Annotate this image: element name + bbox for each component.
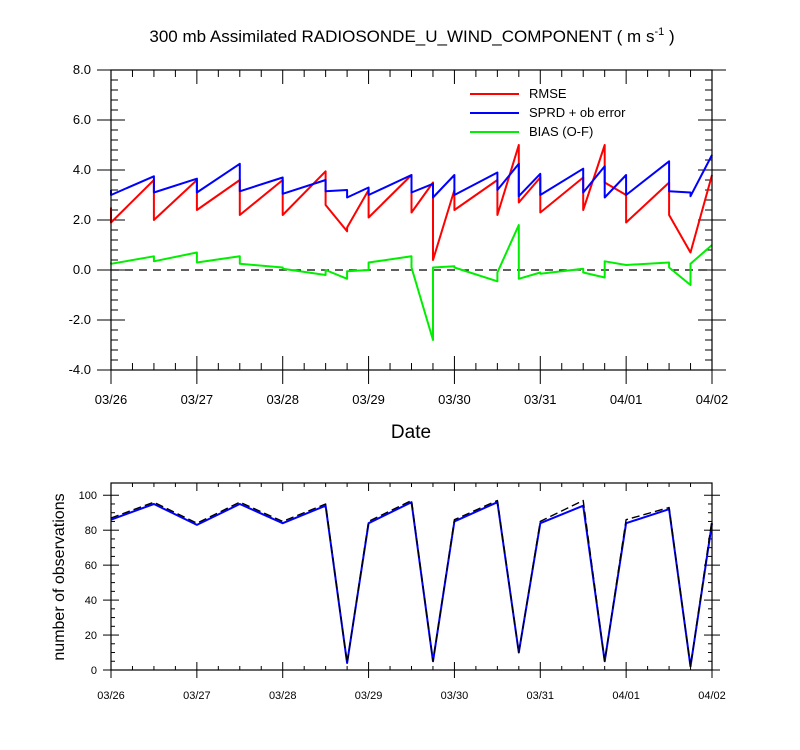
top-series-line-bias-o-f bbox=[110, 224, 713, 341]
top-x-tick-label: 03/31 bbox=[524, 392, 557, 407]
top-plot-frame bbox=[110, 69, 713, 371]
bottom-x-tick-label: 03/29 bbox=[355, 690, 383, 702]
top-y-tick-label: 8.0 bbox=[73, 62, 91, 77]
bottom-series-line-possible bbox=[110, 499, 713, 668]
top-series-line-rmse bbox=[110, 144, 713, 261]
top-x-tick-label: 03/26 bbox=[95, 392, 128, 407]
legend: RMSE SPRD + ob error BIAS (O-F) bbox=[470, 86, 626, 139]
bottom-y-tick-label: 40 bbox=[85, 595, 97, 607]
chart-title: 300 mb Assimilated RADIOSONDE_U_WIND_COM… bbox=[149, 26, 674, 46]
bottom-x-tick-label: 04/01 bbox=[612, 690, 640, 702]
chart-title-superscript: -1 bbox=[654, 26, 664, 38]
bottom-y-tick-label: 100 bbox=[79, 490, 97, 502]
top-x-tick-label: 03/30 bbox=[438, 392, 471, 407]
top-y-tick-label: 2.0 bbox=[73, 212, 91, 227]
bottom-y-tick-label: 0 bbox=[91, 665, 97, 677]
bottom-plot-frame bbox=[110, 482, 713, 671]
bottom-chart: 03/26 03/27 03/28 03/29 03/30 03/31 04/01 04/02… bbox=[51, 482, 726, 702]
top-y-tick-label: 4.0 bbox=[73, 162, 91, 177]
bottom-x-tick-label: 03/30 bbox=[441, 690, 469, 702]
chart-title-main: 300 mb Assimilated RADIOSONDE_U_WIND_COM… bbox=[149, 27, 654, 46]
top-x-tick-label: 03/29 bbox=[352, 392, 385, 407]
top-series-lines bbox=[110, 144, 713, 341]
bottom-x-tick-label: 03/26 bbox=[97, 690, 125, 702]
bottom-axes: 03/26 03/27 03/28 03/29 03/30 03/31 04/01 04/02… bbox=[79, 483, 726, 702]
bottom-series-lines bbox=[110, 499, 713, 668]
top-x-tick-label: 04/01 bbox=[610, 392, 643, 407]
bottom-y-tick-label: 60 bbox=[85, 560, 97, 572]
top-axes: 03/26 03/27 03/28 03/29 03/30 03/31 04/01 04/02… bbox=[69, 62, 729, 407]
top-series-line-sprd-ob-error bbox=[110, 154, 713, 199]
top-x-tick-label: 03/28 bbox=[266, 392, 299, 407]
top-y-tick-label: -2.0 bbox=[69, 312, 91, 327]
chart-title-end: ) bbox=[664, 27, 674, 46]
top-y-tick-label: 0.0 bbox=[73, 262, 91, 277]
bottom-series-line-assimilated bbox=[110, 501, 713, 668]
y-axis-title-observations: number of observations bbox=[51, 493, 68, 660]
bottom-x-tick-label: 04/02 bbox=[698, 690, 726, 702]
bottom-x-tick-label: 03/31 bbox=[527, 690, 555, 702]
legend-label-bias-o-f: BIAS (O-F) bbox=[529, 124, 593, 139]
top-y-tick-label: 6.0 bbox=[73, 112, 91, 127]
top-chart: 300 mb Assimilated RADIOSONDE_U_WIND_COM… bbox=[69, 26, 729, 443]
x-axis-title: Date bbox=[391, 422, 431, 443]
bottom-x-tick-label: 03/27 bbox=[183, 690, 211, 702]
legend-label-sprd-ob-error: SPRD + ob error bbox=[529, 105, 626, 120]
bottom-y-tick-label: 20 bbox=[85, 630, 97, 642]
top-x-tick-label: 04/02 bbox=[696, 392, 729, 407]
top-x-tick-label: 03/27 bbox=[181, 392, 214, 407]
legend-label-rmse: RMSE bbox=[529, 86, 567, 101]
top-y-tick-label: -4.0 bbox=[69, 362, 91, 377]
bottom-x-tick-label: 03/28 bbox=[269, 690, 297, 702]
bottom-y-tick-label: 80 bbox=[85, 525, 97, 537]
